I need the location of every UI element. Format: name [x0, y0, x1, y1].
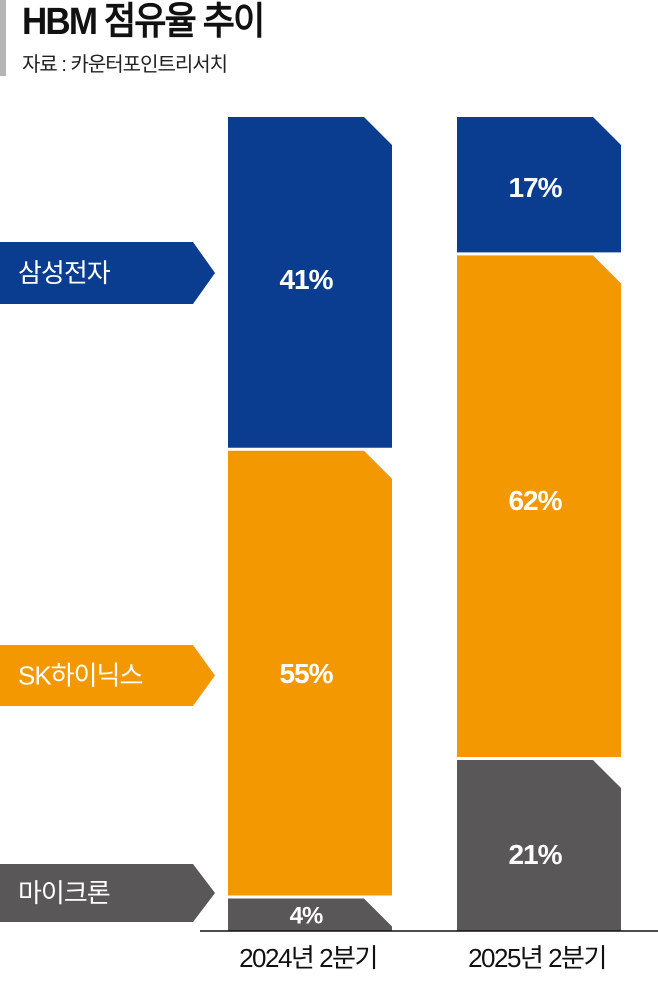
legend-arrow	[0, 864, 215, 922]
value-label: 62%	[508, 485, 562, 516]
bar-segment	[457, 760, 621, 931]
legend-label: SK하이닉스	[18, 661, 142, 691]
value-label: 4%	[290, 903, 323, 930]
legend-arrow	[0, 242, 215, 304]
chart-title: HBM 점유율 추이	[22, 1, 265, 43]
bar-segment	[228, 117, 392, 448]
bar-segment	[457, 117, 621, 253]
bar-segment	[457, 255, 621, 758]
legend-label: 마이크론	[18, 878, 110, 908]
bar-segment	[228, 450, 392, 896]
category-label: 2025년 2분기	[468, 943, 606, 973]
legend-label: 삼성전자	[18, 258, 111, 288]
category-label: 2024년 2분기	[239, 943, 377, 973]
value-label: 41%	[279, 264, 333, 295]
value-label: 55%	[279, 658, 333, 689]
bar-segment	[228, 898, 392, 931]
legend-arrow	[0, 645, 215, 706]
value-label: 21%	[508, 839, 562, 870]
title-accent-bar	[0, 0, 6, 76]
value-label: 17%	[508, 172, 562, 203]
chart-source: 자료 : 카운터포인트리서치	[22, 54, 228, 76]
